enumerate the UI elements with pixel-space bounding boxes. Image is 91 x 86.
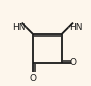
- Text: HN: HN: [12, 23, 26, 32]
- Text: HN: HN: [69, 23, 82, 32]
- Text: O: O: [69, 58, 76, 67]
- Text: O: O: [29, 74, 36, 83]
